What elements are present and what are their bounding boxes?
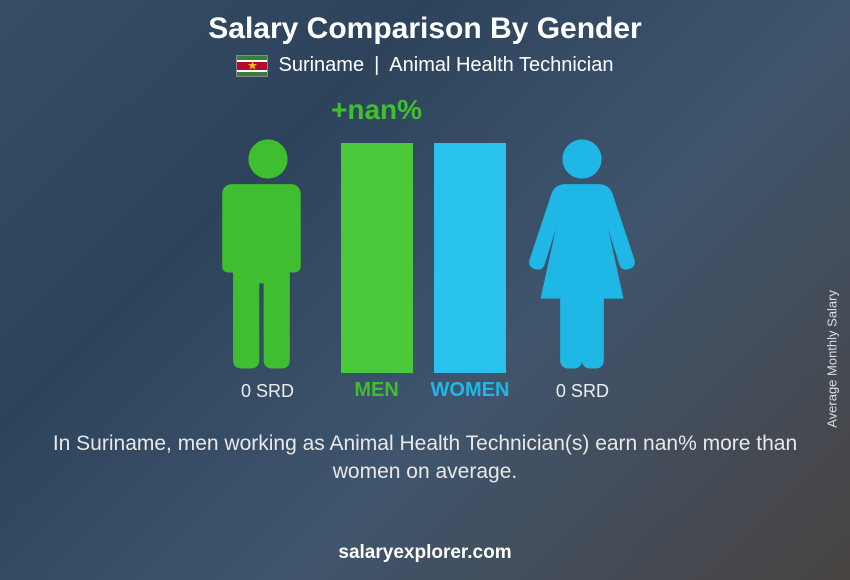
page-title: Salary Comparison By Gender (208, 12, 641, 46)
subtitle: Suriname | Animal Health Technician (236, 54, 613, 77)
chart: 0 SRD +nan% MEN WOMEN 0 SRD (213, 102, 638, 402)
female-icon (527, 135, 637, 375)
men-label: MEN (354, 379, 398, 402)
flag-icon (236, 55, 268, 77)
separator: | (374, 54, 379, 77)
men-figure-col: 0 SRD (213, 102, 323, 402)
job-label: Animal Health Technician (389, 54, 613, 77)
description-text: In Suriname, men working as Animal Healt… (45, 430, 805, 487)
women-bar-col: WOMEN (431, 102, 510, 402)
y-axis-label: Average Monthly Salary (825, 290, 840, 428)
women-salary: 0 SRD (556, 381, 609, 402)
women-label: WOMEN (431, 379, 510, 402)
male-icon (213, 135, 323, 375)
men-bar (341, 143, 413, 373)
footer-brand: salaryexplorer.com (338, 542, 511, 564)
women-figure-col: 0 SRD (527, 102, 637, 402)
men-bar-col: +nan% MEN (341, 102, 413, 402)
percent-diff: +nan% (331, 94, 422, 126)
country-label: Suriname (278, 54, 364, 77)
women-bar (434, 143, 506, 373)
men-salary: 0 SRD (241, 381, 294, 402)
